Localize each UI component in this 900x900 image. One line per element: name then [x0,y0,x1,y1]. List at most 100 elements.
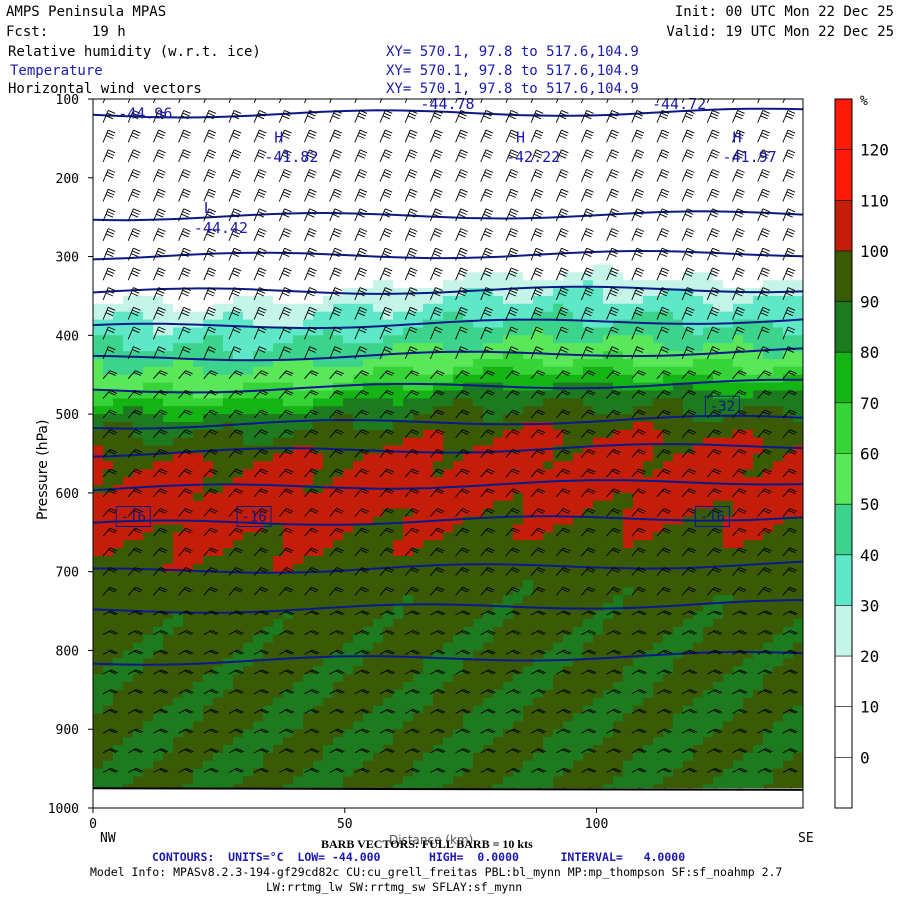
rh-cell [423,256,434,266]
rh-cell [433,500,444,510]
rh-cell [623,272,634,281]
rh-cell [173,477,184,486]
rh-cell [393,682,404,691]
rh-cell [523,563,534,573]
rh-cell [153,217,164,226]
rh-cell [153,579,164,588]
rh-cell [553,555,564,565]
rh-cell [183,477,194,486]
rh-cell [113,760,124,770]
rh-cell [533,689,544,699]
rh-cell [563,295,574,305]
rh-cell [573,571,584,581]
rh-cell [463,485,474,494]
rh-cell [263,130,274,139]
rh-cell [483,548,494,557]
rh-cell [633,689,644,699]
rh-cell [463,248,474,258]
forecast-hour: 19 h [92,24,126,40]
rh-cell [323,642,334,652]
rh-cell [153,366,164,376]
rh-cell [253,351,264,360]
rh-cell [353,563,364,573]
rh-cell [283,280,294,289]
rh-cell [423,595,434,604]
rh-cell [553,492,564,502]
rh-cell [253,634,264,644]
rh-cell [493,485,504,494]
rh-cell [453,185,464,195]
rh-cell [533,461,544,470]
rh-cell [403,626,414,636]
rh-cell [333,595,344,604]
rh-cell [483,721,494,730]
rh-cell [403,650,414,659]
rh-cell [93,138,104,147]
rh-cell [183,721,194,730]
rh-cell [633,398,644,407]
rh-cell [553,532,564,541]
rh-cell [273,737,284,746]
rh-cell [623,760,634,770]
rh-cell [273,666,284,675]
rh-cell [313,272,324,281]
rh-cell [623,374,634,384]
rh-cell [323,429,334,439]
rh-cell [193,760,204,770]
rh-cell [133,634,144,644]
rh-cell [603,571,614,581]
rh-cell [223,256,234,266]
rh-cell [143,445,154,455]
rh-cell [273,752,284,762]
rh-cell [373,713,384,722]
rh-cell [103,217,114,226]
rh-cell [593,232,604,242]
rh-cell [543,705,554,715]
rh-cell [223,146,234,155]
rh-cell [203,414,214,423]
rh-cell [303,721,314,730]
rh-cell [483,295,494,305]
rh-cell [233,555,244,565]
rh-cell [443,469,454,478]
rh-cell [233,319,244,329]
rh-cell [303,154,314,163]
init-time: Init: 00 UTC Mon 22 Dec 25 [674,4,894,20]
rh-cell [183,335,194,344]
rh-cell [393,713,404,722]
rh-cell [603,453,614,462]
rh-cell [613,177,624,187]
rh-cell [373,280,384,289]
rh-cell [573,295,584,305]
rh-cell [603,745,614,754]
rh-cell [583,548,594,557]
rh-cell [293,729,304,738]
rh-cell [293,311,304,321]
rh-cell [353,705,364,715]
rh-cell [593,713,604,722]
rh-cell [293,217,304,226]
rh-cell [243,398,254,407]
rh-cell [273,776,284,785]
rh-cell [353,382,364,392]
rh-cell [213,303,224,313]
rh-cell [403,532,414,541]
rh-cell [113,737,124,746]
rh-cell [263,752,274,762]
rh-cell [263,106,274,116]
rh-cell [423,327,434,336]
rh-cell [363,288,374,297]
rh-cell [283,343,294,352]
rh-cell [473,477,484,486]
rh-cell [413,492,424,502]
rh-cell [543,745,554,754]
rh-cell [303,603,314,612]
rh-cell [363,500,374,510]
rh-cell [543,532,554,541]
rh-cell [473,626,484,636]
rh-cell [183,351,194,360]
rh-cell [153,359,164,368]
rh-cell [593,335,604,344]
rh-cell [493,760,504,770]
rh-cell [413,469,424,478]
